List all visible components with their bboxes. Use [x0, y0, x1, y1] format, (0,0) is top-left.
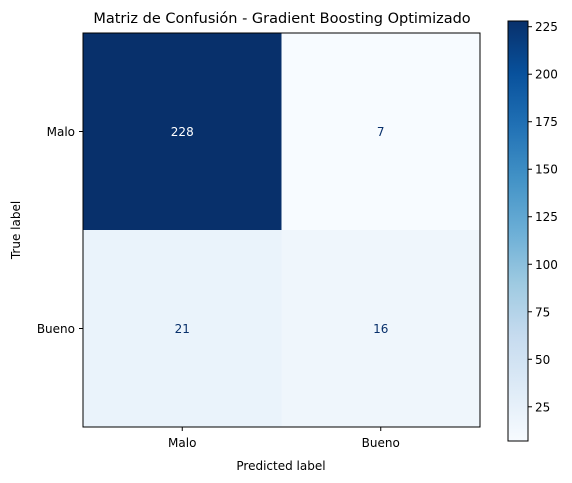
colorbar-tick-label: 25	[535, 400, 550, 414]
colorbar-tick-label: 225	[535, 20, 558, 34]
matrix-cell	[83, 230, 282, 427]
colorbar-tick-label: 150	[535, 163, 558, 177]
matrix-cells	[83, 33, 480, 427]
colorbar-tick-label: 100	[535, 258, 558, 272]
colorbar-tick-label: 75	[535, 305, 550, 319]
cell-value-label: 228	[171, 125, 194, 139]
x-tick-label: Malo	[168, 436, 196, 450]
matrix-cell-labels: 228 7 21 16	[171, 125, 389, 336]
matrix-cell	[281, 230, 480, 427]
colorbar-tick-label: 200	[535, 68, 558, 82]
plot-frame	[82, 32, 481, 428]
y-tick-label: Malo	[47, 125, 75, 139]
colorbar	[507, 20, 529, 442]
colorbar-tick-label: 175	[535, 115, 558, 129]
x-axis-label: Predicted label	[236, 459, 325, 473]
cell-value-label: 16	[373, 322, 388, 336]
y-axis-ticks: Malo Bueno	[37, 125, 83, 336]
colorbar-tick-label: 50	[535, 353, 550, 367]
chart-title: Matriz de Confusión - Gradient Boosting …	[93, 11, 470, 27]
x-axis-ticks: Malo Bueno	[168, 427, 400, 450]
colorbar-tick-label: 125	[535, 210, 558, 224]
cell-value-label: 7	[377, 125, 385, 139]
matrix-cell	[83, 33, 282, 230]
matrix-cell	[281, 33, 480, 230]
cell-value-label: 21	[175, 322, 190, 336]
y-tick-label: Bueno	[37, 322, 75, 336]
x-tick-label: Bueno	[362, 436, 400, 450]
colorbar-ticks: 25 50 75 100 125 150 175 200 225	[528, 20, 558, 414]
y-axis-label: True label	[9, 201, 23, 260]
